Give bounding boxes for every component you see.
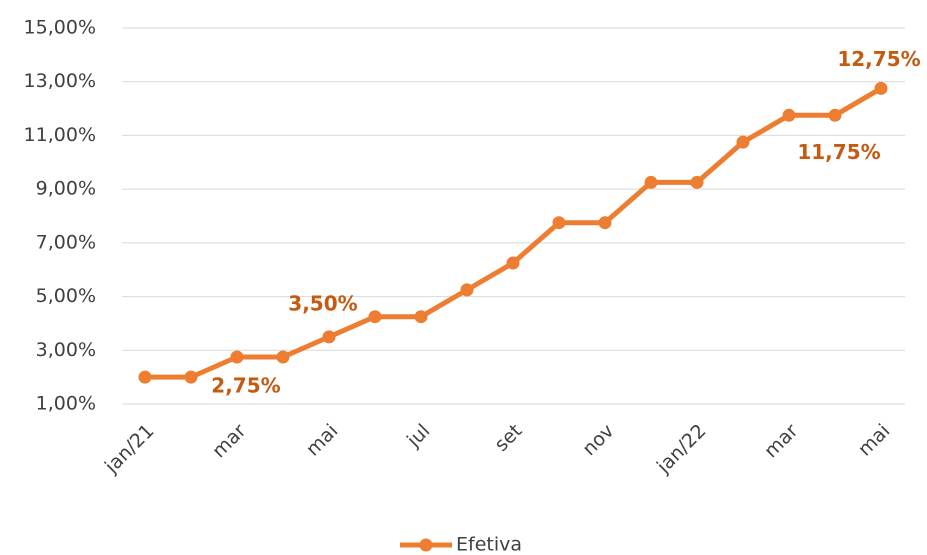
x-tick-label: mai: [302, 420, 343, 461]
series-line: [145, 86, 883, 380]
point: [506, 256, 520, 270]
point: [322, 330, 336, 344]
point: [598, 216, 612, 230]
point: [276, 350, 290, 364]
y-tick-label: 13,00%: [24, 70, 96, 92]
x-tick-label: set: [490, 420, 526, 456]
x-tick-label: jan/22: [652, 420, 710, 478]
point: [460, 283, 474, 297]
point: [644, 175, 658, 189]
y-tick-label: 9,00%: [36, 178, 96, 200]
data-label: 2,75%: [211, 374, 280, 398]
point: [368, 310, 382, 324]
x-tick-label: mar: [208, 420, 251, 463]
y-tick-label: 3,00%: [36, 339, 96, 361]
point: [782, 108, 796, 122]
y-tick-label: 11,00%: [24, 124, 96, 146]
point: [828, 108, 842, 122]
x-tick-label: jul: [402, 420, 434, 452]
data-label: 12,75%: [837, 47, 920, 71]
y-tick-label: 5,00%: [36, 285, 96, 307]
point: [874, 81, 888, 95]
legend-marker: [419, 538, 433, 552]
y-tick-label: 15,00%: [24, 17, 96, 39]
point: [552, 216, 566, 230]
x-tick-label: mar: [760, 420, 803, 463]
x-tick-label: nov: [578, 420, 618, 460]
x-tick-label: jan/21: [100, 420, 158, 478]
point: [138, 370, 152, 384]
y-tick-label: 7,00%: [36, 231, 96, 253]
point: [414, 310, 428, 324]
point: [736, 135, 750, 149]
data-label: 11,75%: [797, 140, 880, 164]
y-tick-label: 1,00%: [36, 393, 96, 415]
data-label: 3,50%: [288, 291, 357, 315]
legend-label: Efetiva: [456, 534, 522, 555]
point: [230, 350, 244, 364]
x-tick-label: mai: [854, 420, 895, 461]
point: [690, 175, 704, 189]
point: [184, 370, 198, 384]
